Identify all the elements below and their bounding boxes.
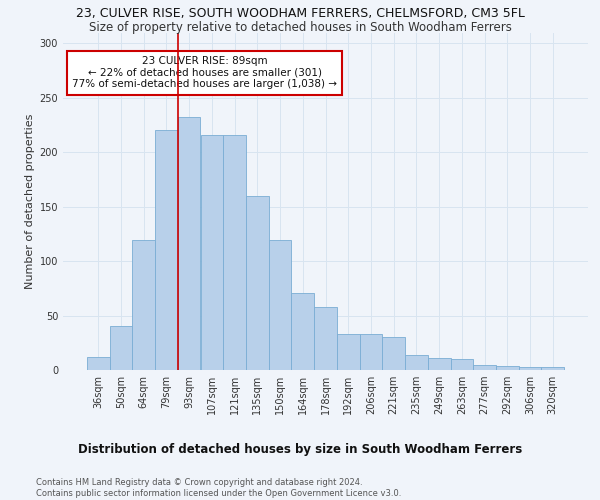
Text: Distribution of detached houses by size in South Woodham Ferrers: Distribution of detached houses by size …	[78, 442, 522, 456]
Bar	[405, 355, 428, 370]
Bar	[314, 307, 337, 370]
Bar	[473, 364, 496, 370]
Bar	[518, 366, 541, 370]
Y-axis label: Number of detached properties: Number of detached properties	[25, 114, 35, 289]
Bar	[451, 359, 473, 370]
Text: 23, CULVER RISE, SOUTH WOODHAM FERRERS, CHELMSFORD, CM3 5FL: 23, CULVER RISE, SOUTH WOODHAM FERRERS, …	[76, 8, 524, 20]
Bar	[178, 118, 200, 370]
Bar	[87, 357, 110, 370]
Bar	[246, 196, 269, 370]
Text: 23 CULVER RISE: 89sqm
← 22% of detached houses are smaller (301)
77% of semi-det: 23 CULVER RISE: 89sqm ← 22% of detached …	[72, 56, 337, 90]
Bar	[269, 240, 292, 370]
Bar	[496, 366, 518, 370]
Bar	[337, 334, 359, 370]
Bar	[382, 338, 405, 370]
Bar	[359, 334, 382, 370]
Text: Contains HM Land Registry data © Crown copyright and database right 2024.
Contai: Contains HM Land Registry data © Crown c…	[36, 478, 401, 498]
Bar	[541, 366, 564, 370]
Bar	[133, 240, 155, 370]
Bar	[200, 135, 223, 370]
Text: Size of property relative to detached houses in South Woodham Ferrers: Size of property relative to detached ho…	[89, 21, 511, 34]
Bar	[110, 326, 133, 370]
Bar	[155, 130, 178, 370]
Bar	[292, 292, 314, 370]
Bar	[223, 135, 246, 370]
Bar	[428, 358, 451, 370]
